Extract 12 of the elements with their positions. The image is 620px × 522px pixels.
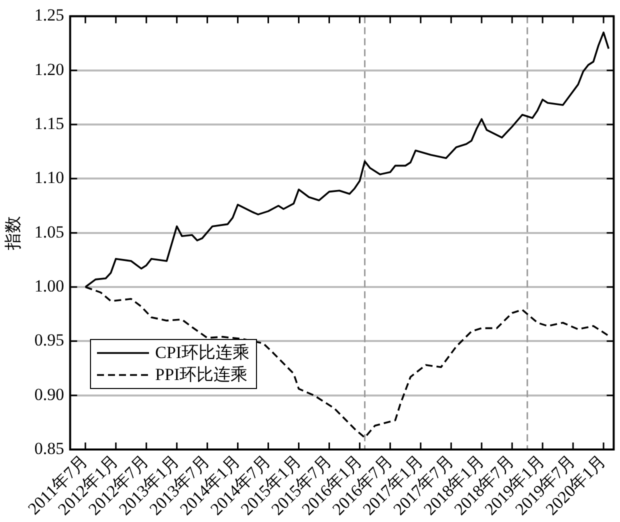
y-tick-label: 0.90 <box>34 384 64 404</box>
y-tick-label: 1.00 <box>34 276 64 296</box>
y-tick-label: 0.95 <box>34 330 64 350</box>
y-tick-label: 1.05 <box>34 222 64 242</box>
y-tick-label: 1.15 <box>34 114 64 133</box>
legend-label: CPI环比连乘 <box>155 342 250 364</box>
y-axis-title: 指数 <box>4 216 23 251</box>
y-tick-label: 1.10 <box>34 168 64 188</box>
y-tick-label: 1.20 <box>34 60 64 79</box>
legend-label: PPI环比连乘 <box>155 364 248 386</box>
y-tick-label: 0.85 <box>34 438 64 458</box>
y-tick-label: 1.25 <box>34 6 64 25</box>
